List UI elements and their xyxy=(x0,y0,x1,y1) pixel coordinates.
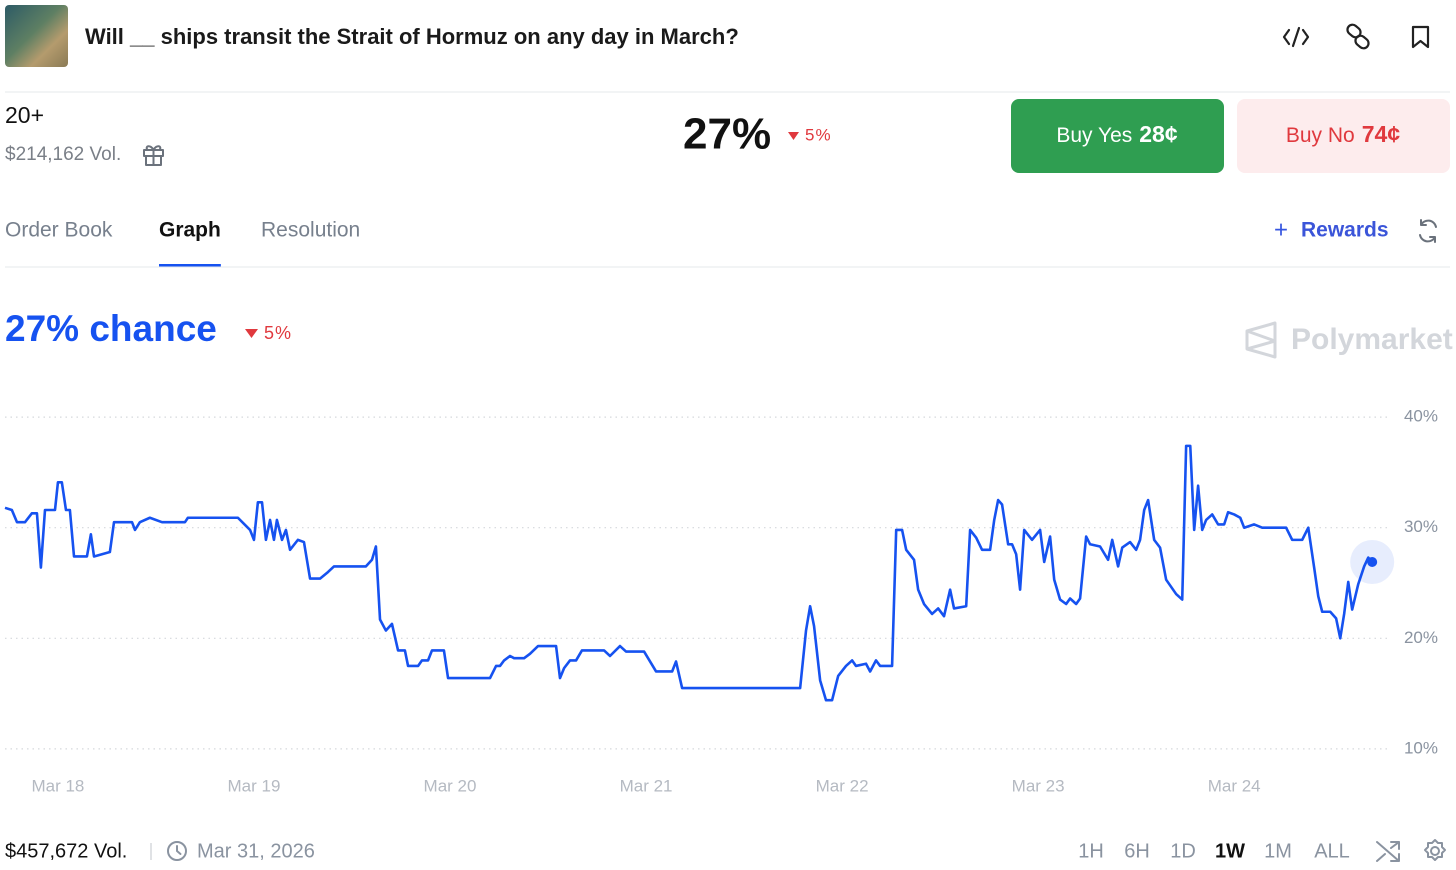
tab[interactable]: Resolution xyxy=(261,219,360,242)
market-title: Will __ ships transit the Strait of Horm… xyxy=(85,24,739,49)
market-thumbnail xyxy=(5,5,68,67)
buy-yes-price: 28¢ xyxy=(1139,121,1178,147)
buy-yes-background xyxy=(1011,99,1224,173)
buy-no-background xyxy=(1237,99,1450,173)
buy-no-button[interactable]: Buy No 74¢ xyxy=(1237,99,1450,173)
gift-icon[interactable] xyxy=(143,145,164,166)
buy-no-price: 74¢ xyxy=(1362,121,1401,147)
tab[interactable]: Graph xyxy=(159,219,221,242)
outcome-label: 20+ xyxy=(5,102,44,128)
buy-yes-button[interactable]: Buy Yes 28¢ xyxy=(1011,99,1224,173)
y-tick-label: 10% xyxy=(1404,738,1438,757)
range-option[interactable]: 1M xyxy=(1264,840,1292,862)
y-tick-label: 30% xyxy=(1404,517,1438,536)
watermark-logo xyxy=(1245,321,1277,359)
x-tick-label: Mar 23 xyxy=(1012,776,1065,795)
refresh-button[interactable] xyxy=(1419,219,1437,243)
range-option[interactable]: 6H xyxy=(1124,840,1150,862)
copy-link-button[interactable] xyxy=(1345,23,1370,51)
x-tick-label: Mar 21 xyxy=(620,776,673,795)
market-volume: $214,162 Vol. xyxy=(5,144,121,165)
y-tick-label: 20% xyxy=(1404,628,1438,647)
range-option[interactable]: 1W xyxy=(1215,840,1245,862)
embed-button[interactable] xyxy=(1282,26,1310,48)
chart-change: 5% xyxy=(264,323,292,343)
range-option[interactable]: 1H xyxy=(1078,840,1104,862)
range-selector: 1H 6H 1D 1W 1M ALL xyxy=(1078,840,1350,862)
buy-yes-label: Buy Yes xyxy=(1056,124,1132,147)
tab-underline xyxy=(159,264,221,267)
buy-no-label: Buy No xyxy=(1286,124,1355,147)
clock-icon xyxy=(167,841,187,861)
x-tick-label: Mar 22 xyxy=(816,776,869,795)
end-date: Mar 31, 2026 xyxy=(197,840,315,862)
price-line xyxy=(4,444,1374,702)
y-tick-label: 40% xyxy=(1404,407,1438,426)
probability: 27% xyxy=(683,110,771,159)
x-tick-label: Mar 24 xyxy=(1208,776,1261,795)
tab-bar: Order Book Graph Resolution xyxy=(5,219,360,267)
down-arrow xyxy=(788,132,799,140)
current-point xyxy=(1367,556,1378,567)
shuffle-button[interactable] xyxy=(1376,841,1400,862)
x-tick-label: Mar 18 xyxy=(31,776,84,795)
probability-change: 5% xyxy=(805,125,832,144)
rewards-plus: + xyxy=(1274,216,1288,243)
total-volume: $457,672 Vol. xyxy=(5,840,127,862)
watermark: Polymarket xyxy=(1291,323,1453,356)
x-tick-label: Mar 19 xyxy=(228,776,281,795)
range-option[interactable]: 1D xyxy=(1170,840,1196,862)
buy-yes-text: Buy Yes 28¢ xyxy=(1056,121,1177,147)
x-tick-label: Mar 20 xyxy=(424,776,477,795)
down-arrow xyxy=(245,329,258,338)
buy-no-text: Buy No 74¢ xyxy=(1286,121,1400,147)
price-chart: 10% 20% 30% 40% Mar 18 Mar 19 Mar 20 Mar 21 Mar … xyxy=(4,407,1438,795)
chart-title: 27% chance xyxy=(5,308,217,349)
tab[interactable]: Order Book xyxy=(5,219,113,242)
bookmark-button[interactable] xyxy=(1411,25,1430,49)
range-option[interactable]: ALL xyxy=(1314,840,1350,862)
rewards-link[interactable]: Rewards xyxy=(1301,219,1389,242)
settings-button[interactable] xyxy=(1424,839,1446,861)
